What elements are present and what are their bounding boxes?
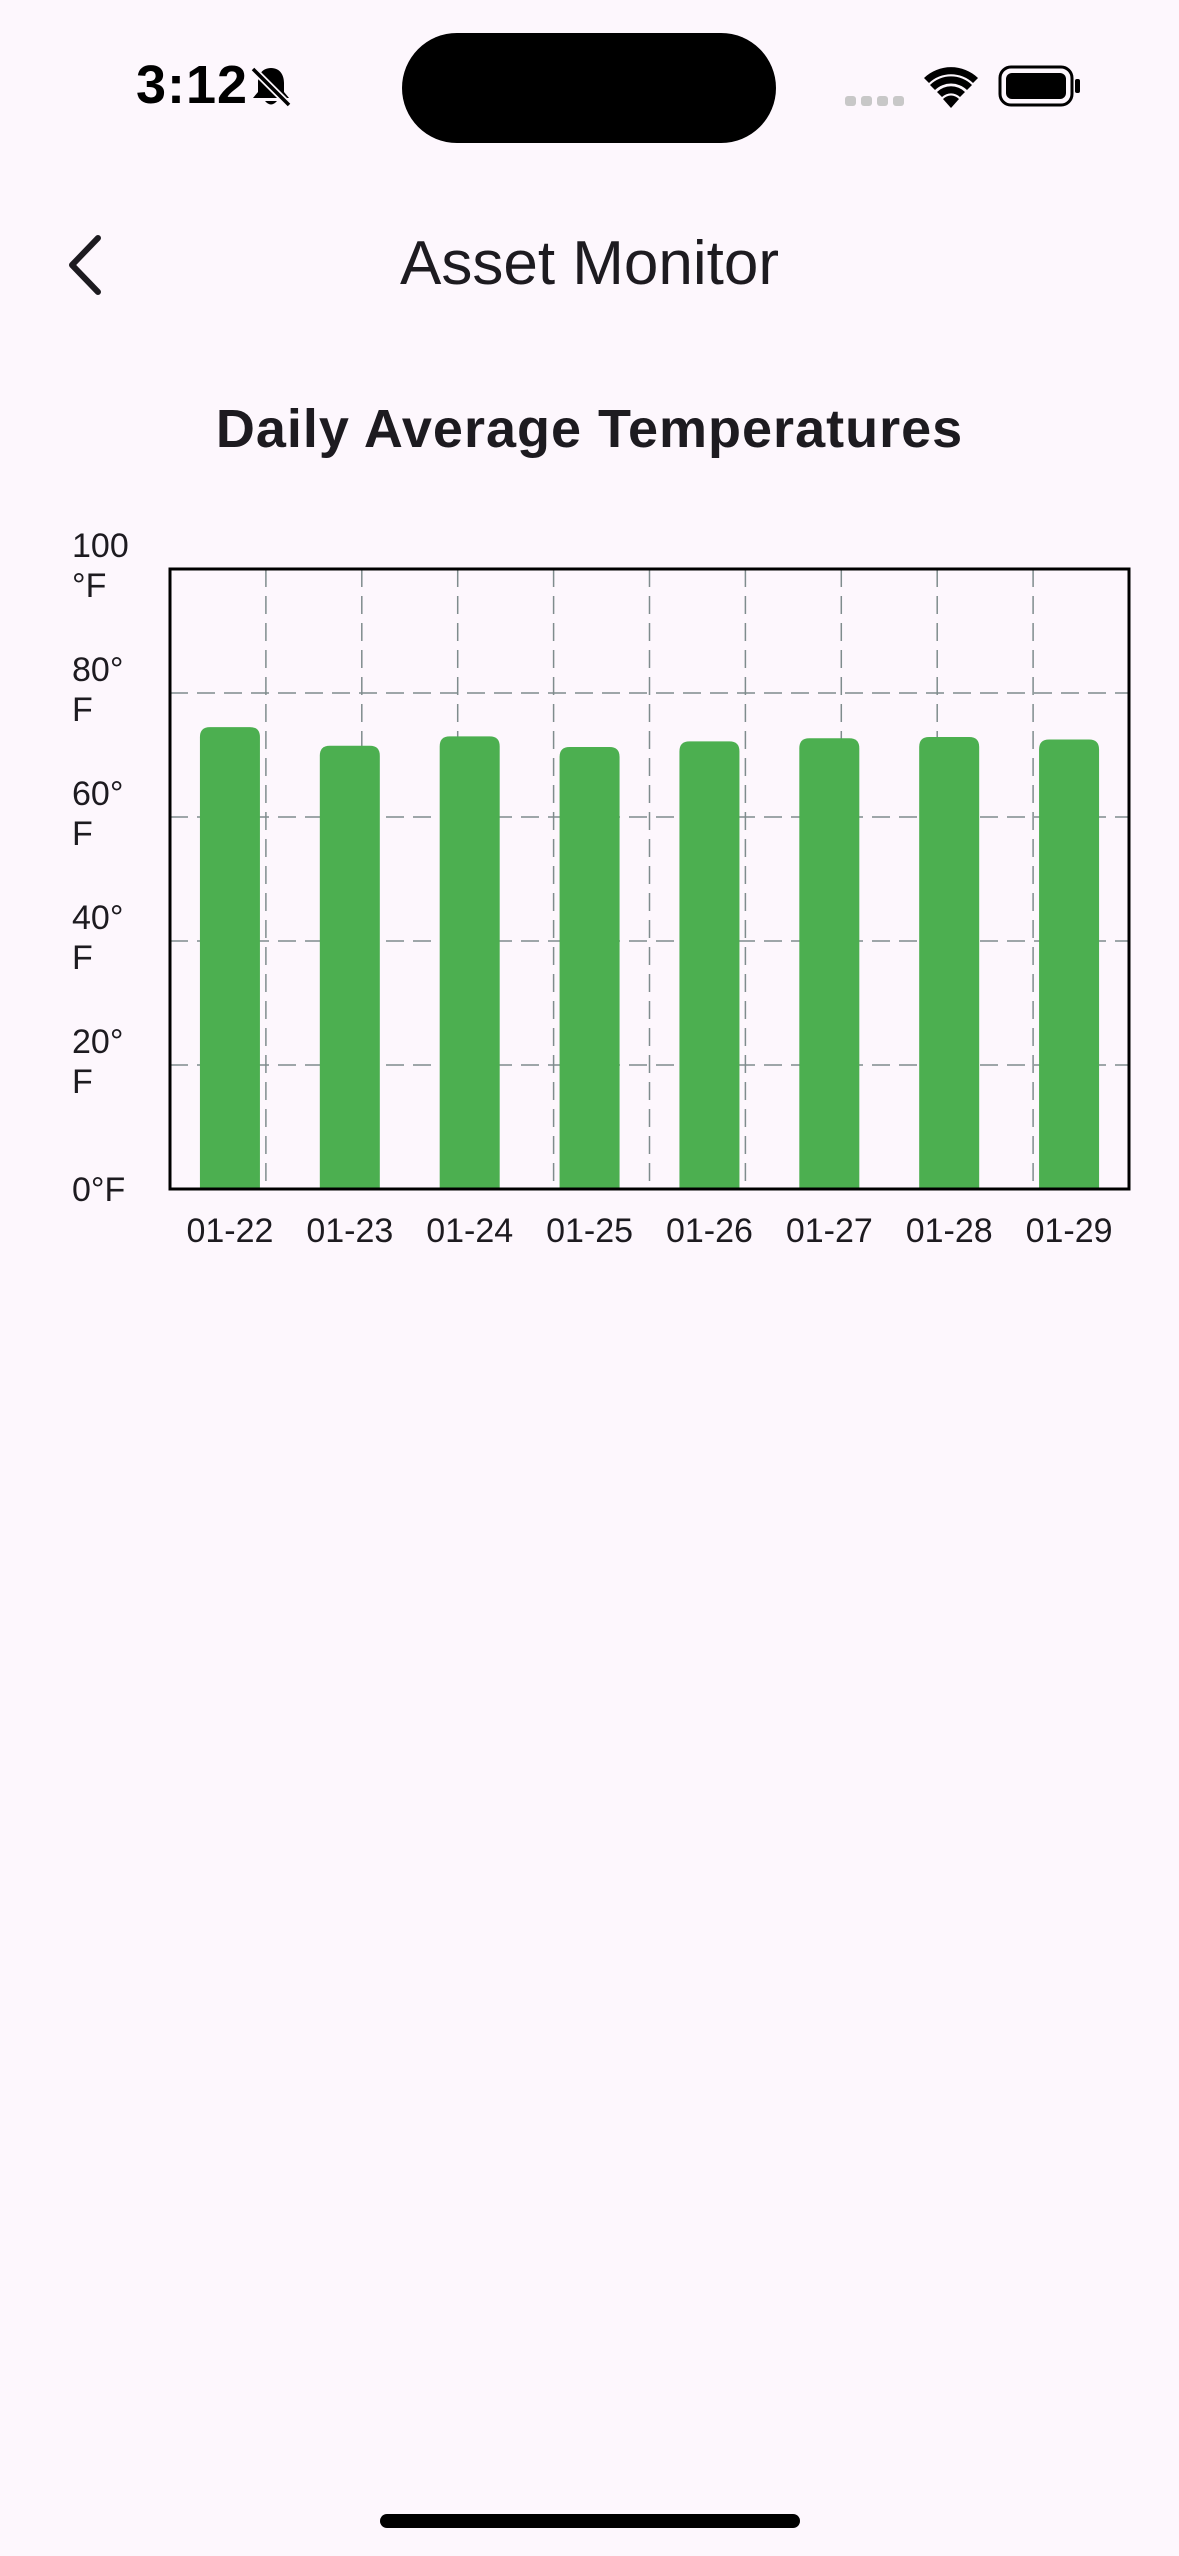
wifi-icon [924, 67, 978, 108]
y-tick-label: 20° F [72, 1023, 123, 1101]
chart-title: Daily Average Temperatures [215, 399, 964, 459]
bell-slash-icon [250, 66, 292, 108]
x-tick-label: 01-23 [306, 1212, 393, 1250]
y-axis-ticks: 0°F 20° F 40° F 60° F 80° F 100 °F [72, 527, 129, 1209]
y-tick-label: 40° F [72, 899, 123, 977]
status-bar: 3:12 [0, 0, 1179, 170]
home-indicator[interactable] [380, 2514, 800, 2528]
back-button[interactable] [40, 220, 130, 310]
x-tick-label: 01-26 [666, 1212, 753, 1250]
y-tick-label: 100 °F [72, 527, 129, 605]
x-tick-label: 01-24 [426, 1212, 513, 1250]
y-tick-label: 0°F [72, 1171, 125, 1209]
bar-01-29[interactable] [1039, 739, 1100, 1190]
bar-01-24[interactable] [439, 736, 500, 1189]
x-tick-label: 01-29 [1026, 1212, 1113, 1250]
cellular-signal-icon [845, 96, 904, 106]
bar-chart: 0°F 20° F 40° F 60° F 80° F 100 °F 01-22 01-23 01-24… [72, 527, 1131, 1250]
bar-01-26[interactable] [679, 741, 740, 1189]
bar-01-27[interactable] [799, 738, 860, 1189]
x-axis-ticks: 01-22 01-23 01-24 01-25 01-26 01-27 01-28 01-29 [186, 1212, 1112, 1250]
y-tick-label: 80° F [72, 651, 123, 729]
bar-01-28[interactable] [919, 737, 980, 1189]
x-tick-label: 01-28 [906, 1212, 993, 1250]
x-tick-label: 01-22 [186, 1212, 273, 1250]
x-tick-label: 01-27 [786, 1212, 873, 1250]
bar-01-25[interactable] [559, 746, 620, 1189]
app-bar: Asset Monitor [0, 200, 1179, 330]
chart-bars [199, 727, 1100, 1190]
status-time: 3:12 [136, 55, 249, 115]
chart-grid [170, 569, 1129, 1189]
chevron-left-icon [69, 235, 101, 295]
page-title: Asset Monitor [399, 229, 780, 298]
bar-01-23[interactable] [319, 745, 380, 1189]
battery-icon [998, 65, 1080, 107]
bar-01-22[interactable] [199, 727, 260, 1189]
plot-frame [168, 567, 1131, 1191]
x-tick-label: 01-25 [546, 1212, 633, 1250]
y-tick-label: 60° F [72, 775, 123, 853]
dynamic-island [402, 33, 776, 143]
